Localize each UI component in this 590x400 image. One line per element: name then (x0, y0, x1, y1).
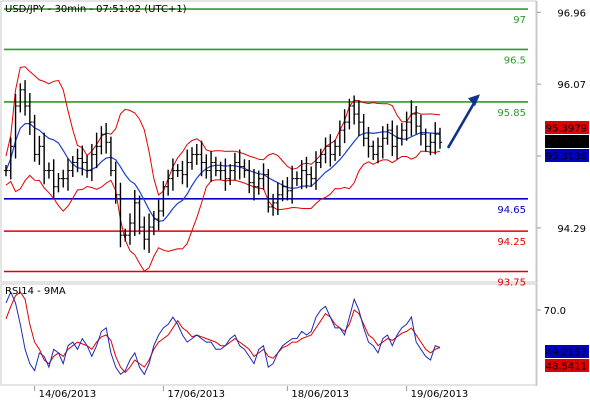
moving-average-line (5, 122, 441, 223)
level-label: 94.65 (497, 205, 526, 216)
rsi-line (5, 290, 441, 376)
price-tag (545, 149, 589, 162)
x-tick-label: 18/06/2013 (291, 389, 349, 400)
main-pane (0, 0, 537, 283)
bollinger-lower (5, 150, 441, 272)
x-tick-label: 19/06/2013 (411, 389, 469, 400)
x-tick-label: 17/06/2013 (167, 389, 225, 400)
bollinger-upper (5, 66, 441, 196)
rsi-pane (0, 283, 537, 386)
y-tick-label: 94.29 (557, 224, 586, 235)
rsi-value-tag-label: 49.2153 (546, 348, 587, 359)
price-tag-label: 95.3138 (546, 152, 587, 163)
price-tag (545, 135, 589, 148)
rsi-value-tag-label: 48.5411 (546, 362, 587, 373)
rsi-value-tag (545, 345, 589, 358)
price-tag (545, 121, 589, 134)
x-tick-label: 14/06/2013 (39, 389, 97, 400)
rsi-value-tag (545, 359, 589, 372)
rsi-ma-line (5, 291, 441, 374)
price-tag-label: 95.3979 (546, 124, 587, 135)
level-label: 94.25 (497, 237, 526, 248)
rsi-title: RSI14 - 9MA (5, 286, 66, 297)
level-label: 97 (513, 15, 526, 26)
trend-arrow-head (468, 94, 480, 107)
price-tag-label: 95.332 (552, 138, 587, 149)
level-label: 95.85 (497, 108, 526, 119)
y-tick-label: 96.96 (557, 8, 586, 19)
trend-arrow-shaft (446, 95, 480, 149)
level-label: 96.5 (504, 55, 526, 66)
rsi-y-tick-label: 70.0 (544, 306, 566, 317)
level-label: 93.75 (497, 278, 526, 289)
chart-title: USD/JPY - 30min - 07:51:02 (UTC+1) (5, 4, 187, 15)
y-tick-label: 96.07 (557, 80, 586, 91)
